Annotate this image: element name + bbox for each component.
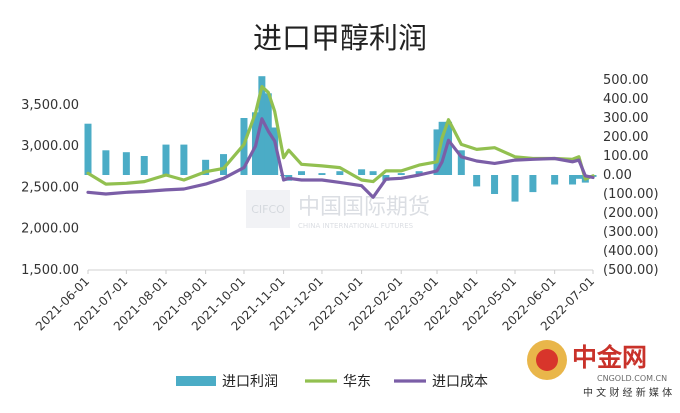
y-right-tick-label: 100.00 [603, 149, 649, 164]
watermark-logo-text: CIFCO [251, 203, 285, 216]
center-watermark: CIFCO 中国国际期货 CHINA INTERNATIONAL FUTURES [246, 190, 430, 230]
y-right-tick-label: (100.00) [603, 187, 659, 202]
y-left-tick-label: 3,500.00 [21, 98, 79, 113]
profit-bar [84, 123, 92, 175]
profit-bar [529, 175, 537, 193]
profit-bar [220, 154, 228, 175]
watermark-subtext: CHINA INTERNATIONAL FUTURES [298, 222, 414, 230]
legend: 进口利润 华东 进口成本 [176, 374, 488, 390]
brand-tagline: 中 文 财 经 新 媒 体 [583, 386, 672, 399]
profit-bar [162, 144, 170, 175]
y-right-tick-label: 500.00 [603, 73, 649, 88]
profit-bar [433, 129, 441, 175]
legend-label: 华东 [343, 374, 371, 390]
profit-bar [140, 156, 148, 175]
profit-bar [551, 175, 559, 185]
legend-label: 进口成本 [432, 374, 488, 390]
profit-bar [271, 127, 279, 175]
profit-bar [180, 144, 188, 175]
y-right-tick-label: 0.00 [603, 168, 632, 183]
legend-label: 进口利润 [222, 374, 278, 390]
profit-bar [298, 171, 306, 175]
line-series [86, 84, 595, 199]
y-right-tick-label: (500.00) [603, 263, 659, 278]
watermark-logo-block [246, 190, 290, 228]
profit-bar [202, 159, 210, 175]
brand-logo-inner-icon [536, 349, 558, 371]
y-right-tick-label: (200.00) [603, 206, 659, 221]
brand-name: 中金网 [572, 343, 647, 372]
y-right-tick-label: 300.00 [603, 111, 649, 126]
profit-bar [415, 171, 423, 175]
profit-bar [491, 175, 499, 194]
profit-bar [397, 173, 405, 175]
y-right-tick-label: 400.00 [603, 92, 649, 107]
y-right-tick-label: (400.00) [603, 244, 659, 259]
profit-bar [575, 175, 583, 179]
series-line [86, 84, 595, 186]
y-left-axis: 1,500.00 2,000.00 2,500.00 3,000.00 3,500.00 [21, 98, 79, 278]
profit-bar [369, 171, 377, 175]
chart-title: 进口甲醇利润 [253, 21, 427, 55]
profit-bar [438, 121, 446, 175]
legend-swatch-bar [176, 376, 216, 386]
x-axis: 2021-06-012021-07-012021-08-012021-09-01… [33, 270, 597, 333]
watermark-text: 中国国际期货 [298, 195, 430, 220]
y-left-tick-label: 2,500.00 [21, 180, 79, 195]
y-right-tick-label: 200.00 [603, 130, 649, 145]
profit-bar [102, 150, 110, 175]
y-left-tick-label: 2,000.00 [21, 222, 79, 237]
profit-bar [122, 152, 130, 175]
bar-series-import-profit [84, 76, 597, 202]
profit-bar [318, 173, 326, 175]
profit-bar [445, 121, 453, 175]
profit-bar [336, 171, 344, 175]
profit-bar [511, 175, 519, 202]
y-left-tick-label: 1,500.00 [21, 263, 79, 278]
profit-bar [473, 175, 481, 187]
corner-brand-watermark: 中金网 CNGOLD.COM.CN 中 文 财 经 新 媒 体 [527, 340, 672, 399]
y-right-axis: 500.00 400.00 300.00 200.00 100.00 0.00 (100.0… [603, 73, 659, 278]
profit-bar [358, 169, 366, 175]
profit-bar [569, 175, 577, 185]
profit-bar [264, 93, 272, 175]
brand-url: CNGOLD.COM.CN [597, 374, 667, 383]
y-left-tick-label: 3,000.00 [21, 139, 79, 154]
profit-bar [457, 150, 465, 175]
y-right-tick-label: (300.00) [603, 225, 659, 240]
series-line [86, 117, 595, 199]
